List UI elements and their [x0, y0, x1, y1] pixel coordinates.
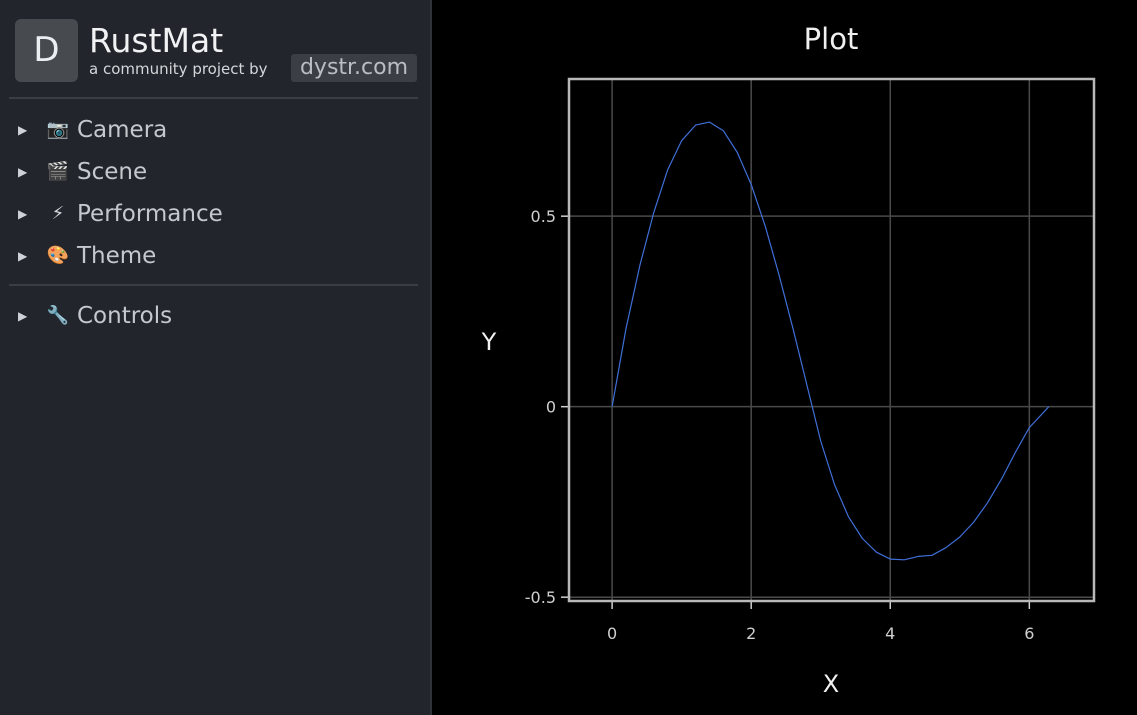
plot-area[interactable]: Plot Y X 0 2 4 6 -0.5 0 0.5 — [434, 0, 1137, 715]
section-controls[interactable]: ▶ 🔧 Controls — [18, 300, 418, 332]
section-camera[interactable]: ▶ 📷 Camera — [18, 114, 418, 146]
section-label: Scene — [77, 159, 148, 185]
clapperboard-icon: 🎬 — [46, 161, 70, 182]
section-label: Performance — [77, 201, 223, 227]
sidebar: D RustMat a community project by dystr.c… — [0, 0, 432, 715]
y-tick-label: -0.5 — [525, 588, 556, 607]
section-label: Controls — [77, 303, 173, 329]
series-line — [611, 121, 1050, 561]
divider — [9, 97, 418, 99]
section-label: Theme — [77, 243, 157, 269]
palette-icon: 🎨 — [46, 245, 70, 266]
divider — [9, 284, 418, 286]
y-axis-label: Y — [481, 328, 497, 356]
app-title: RustMat — [89, 21, 224, 60]
x-tick-label: 0 — [607, 624, 617, 643]
expand-arrow-icon: ▶ — [18, 165, 28, 179]
expand-arrow-icon: ▶ — [18, 207, 28, 221]
expand-arrow-icon: ▶ — [18, 249, 28, 263]
wrench-icon: 🔧 — [46, 305, 70, 326]
x-tick-label: 2 — [746, 624, 756, 643]
brand-link[interactable]: dystr.com — [291, 54, 417, 82]
x-tick-label: 4 — [885, 624, 895, 643]
app-subtitle: a community project by — [89, 60, 268, 78]
x-tick-label: 6 — [1024, 624, 1034, 643]
expand-arrow-icon: ▶ — [18, 309, 28, 323]
plot-frame — [567, 77, 1096, 603]
x-axis-label: X — [823, 670, 839, 698]
logo: D — [15, 19, 78, 82]
section-scene[interactable]: ▶ 🎬 Scene — [18, 156, 418, 188]
chart-title: Plot — [804, 22, 859, 56]
section-label: Camera — [77, 117, 168, 143]
y-tick-label: 0 — [546, 398, 556, 417]
camera-icon: 📷 — [46, 119, 70, 140]
y-tick-label: 0.5 — [531, 207, 556, 226]
expand-arrow-icon: ▶ — [18, 123, 28, 137]
lightning-icon: ⚡ — [51, 203, 65, 224]
section-theme[interactable]: ▶ 🎨 Theme — [18, 240, 418, 272]
section-performance[interactable]: ▶ ⚡ Performance — [18, 198, 418, 230]
